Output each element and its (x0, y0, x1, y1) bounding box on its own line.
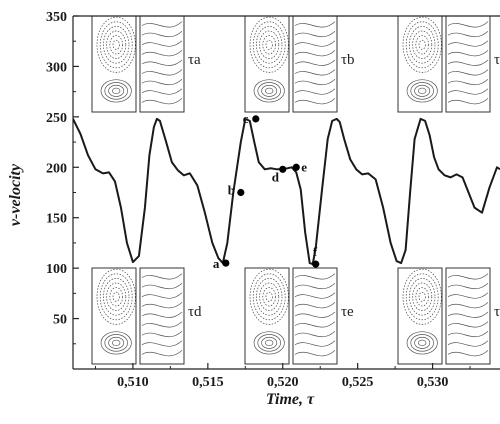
inset-6: τf (398, 268, 500, 364)
point-label-a: a (213, 256, 220, 271)
y-tick-label: 150 (46, 212, 67, 227)
inset-label-2: τb (341, 52, 355, 68)
point-f (312, 261, 319, 268)
y-tick-label: 250 (46, 111, 67, 126)
x-tick-label: 0,530 (417, 375, 449, 390)
point-c (252, 115, 259, 122)
y-tick-label: 200 (46, 161, 67, 176)
x-tick-label: 0,525 (342, 375, 374, 390)
x-axis-title: Time, τ (266, 391, 315, 408)
point-label-f: f (313, 244, 318, 259)
x-tick-label: 0,520 (267, 375, 299, 390)
point-a (222, 260, 229, 267)
x-tick-label: 0,515 (192, 375, 224, 390)
y-tick-label: 300 (46, 60, 67, 75)
point-b (237, 189, 244, 196)
inset-label-4: τd (188, 304, 202, 320)
y-tick-label: 350 (46, 10, 67, 25)
point-label-c: c (243, 111, 249, 126)
inset-label-1: τa (188, 52, 201, 68)
inset-label-3: τc (494, 52, 500, 68)
y-axis-title: v-velocity (7, 163, 24, 226)
inset-3: τc (398, 16, 500, 112)
point-label-b: b (228, 183, 235, 198)
point-label-e: e (301, 159, 307, 174)
inset-label-6: τf (494, 304, 500, 320)
y-tick-label: 100 (46, 262, 67, 277)
x-tick-label: 0,510 (117, 375, 149, 390)
point-label-d: d (272, 169, 280, 184)
y-tick-label: 50 (53, 313, 67, 328)
point-e (293, 164, 300, 171)
inset-label-5: τe (341, 304, 354, 320)
point-d (279, 166, 286, 173)
